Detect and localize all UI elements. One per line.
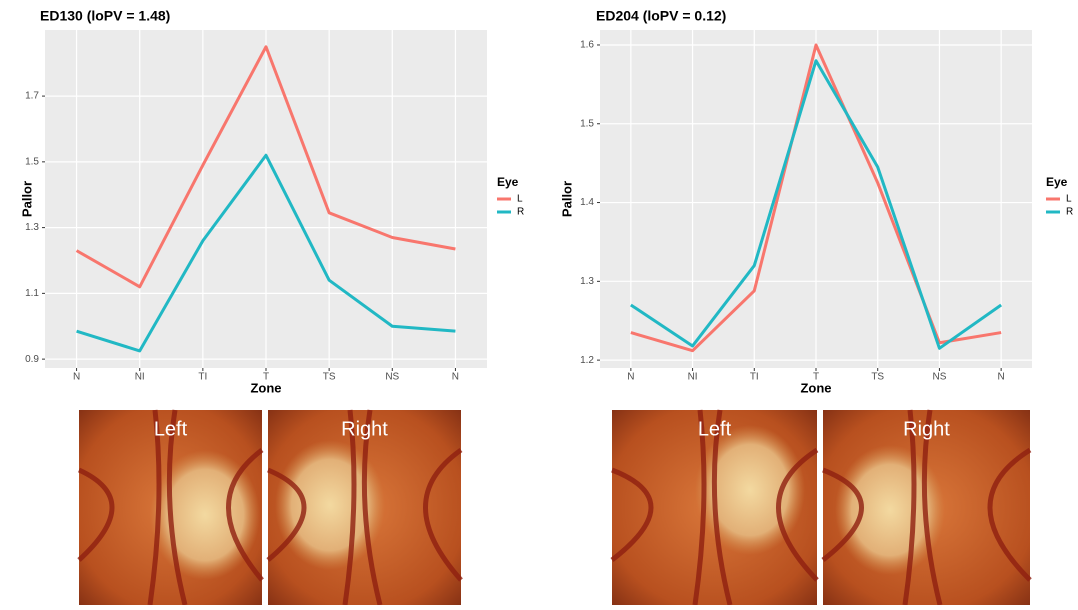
x-tick-label: T <box>813 372 819 383</box>
legend-label: L <box>1066 194 1072 205</box>
photo-label: Right <box>903 418 950 440</box>
vessel <box>77 467 115 562</box>
x-tick-label: TI <box>198 372 207 383</box>
fundus-photo: Left <box>610 409 819 606</box>
x-tick-label: NS <box>385 372 399 383</box>
vessel <box>342 409 357 606</box>
x-tick-label: NI <box>688 372 698 383</box>
x-tick-label: T <box>263 372 269 383</box>
y-tick-label: 1.5 <box>25 156 39 167</box>
vessel <box>166 409 188 606</box>
x-tick-label: TS <box>323 372 336 383</box>
y-tick-label: 1.1 <box>25 288 39 299</box>
vessel <box>361 409 383 606</box>
vessel <box>921 409 943 606</box>
vessel <box>821 467 864 562</box>
y-tick-label: 1.4 <box>580 197 594 208</box>
x-tick-label: N <box>452 372 459 383</box>
x-tick-label: N <box>627 372 634 383</box>
fundus-photo: Left <box>77 409 264 606</box>
vessel <box>692 409 707 606</box>
legend-label: L <box>517 194 523 205</box>
y-tick-label: 1.2 <box>580 355 594 366</box>
y-tick-label: 1.6 <box>580 40 594 51</box>
fundus-photo: Right <box>821 409 1032 606</box>
series-line <box>75 45 456 289</box>
legend-title: Eye <box>1046 175 1068 189</box>
series-line <box>630 59 1003 350</box>
x-tick-label: TI <box>750 372 759 383</box>
photo-label: Left <box>154 418 188 440</box>
x-axis-title: Zone <box>800 380 831 395</box>
series-line <box>76 153 456 353</box>
x-tick-label: N <box>998 372 1005 383</box>
legend-label: R <box>1066 207 1073 218</box>
legend-title: Eye <box>497 175 519 189</box>
y-tick-label: 1.5 <box>580 118 594 129</box>
vessel <box>987 447 1032 582</box>
vessel <box>776 447 819 582</box>
y-tick-label: 0.9 <box>25 354 39 365</box>
x-tick-label: N <box>73 372 80 383</box>
x-tick-label: TS <box>871 372 884 383</box>
vessel <box>711 409 733 606</box>
optic-disc <box>275 440 385 570</box>
y-axis-title: Pallor <box>559 181 574 217</box>
series-line <box>630 43 1002 353</box>
y-tick-label: 1.3 <box>25 222 39 233</box>
vessel <box>902 409 917 606</box>
optic-disc <box>695 425 805 555</box>
x-tick-label: NI <box>135 372 145 383</box>
photo-label: Left <box>698 418 732 440</box>
chart-title: ED204 (loPV = 0.12) <box>596 8 726 24</box>
x-axis-title: Zone <box>250 380 281 395</box>
optic-disc <box>835 445 945 575</box>
vessel <box>226 447 264 582</box>
vessel <box>147 409 162 606</box>
legend-label: R <box>517 207 524 218</box>
photo-label: Right <box>341 418 388 440</box>
y-tick-label: 1.7 <box>25 91 39 102</box>
vessel <box>266 467 307 562</box>
vessel <box>423 447 463 582</box>
vessel <box>610 467 654 562</box>
y-tick-label: 1.3 <box>580 276 594 287</box>
chart-title: ED130 (loPV = 1.48) <box>40 8 170 24</box>
y-axis-title: Pallor <box>19 181 34 217</box>
x-tick-label: NS <box>932 372 946 383</box>
fundus-photo: Right <box>266 409 463 606</box>
